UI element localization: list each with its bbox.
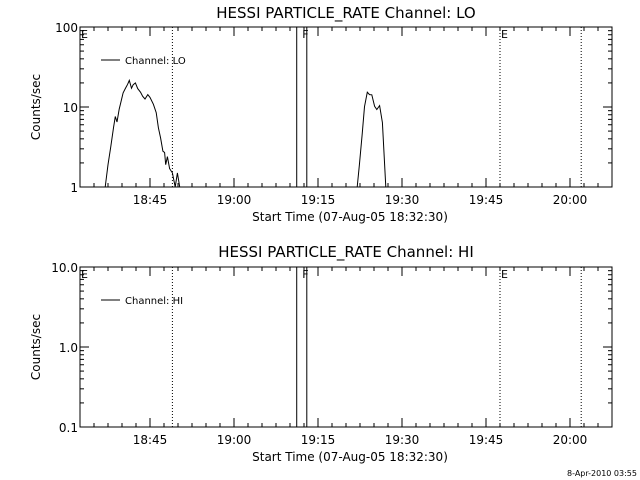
x-tick-label: 19:30 <box>385 433 420 447</box>
y-tick-label: 0.1 <box>59 421 78 435</box>
series-line <box>356 91 387 188</box>
y-tick-label: 10.0 <box>51 261 78 275</box>
x-tick-label: 19:45 <box>469 433 504 447</box>
y-tick-label: 1.0 <box>59 341 78 355</box>
hi-channel-panel: HESSI PARTICLE_RATE Channel: HI 0.1 1.0 10.… <box>29 243 613 464</box>
x-tick-label: 18:45 <box>133 193 168 207</box>
flag-label: F <box>302 28 308 41</box>
chart-title: HESSI PARTICLE_RATE Channel: LO <box>216 4 475 23</box>
flag-label: E <box>501 28 508 41</box>
x-tick-label: 18:45 <box>133 433 168 447</box>
y-axis-label: Counts/sec <box>29 314 43 380</box>
y-tick-label: 10 <box>63 101 78 115</box>
x-axis-label: Start Time (07-Aug-05 18:32:30) <box>252 210 448 224</box>
flag-label: E <box>81 268 88 281</box>
x-tick-label: 19:45 <box>469 193 504 207</box>
x-tick-label: 20:00 <box>553 193 588 207</box>
flag-label: F <box>302 268 308 281</box>
x-axis-label: Start Time (07-Aug-05 18:32:30) <box>252 450 448 464</box>
lo-channel-panel: HESSI PARTICLE_RATE Channel: LO 1 10 100 18:… <box>29 4 613 224</box>
x-tick-label: 19:00 <box>217 433 252 447</box>
plot-frame <box>79 266 613 428</box>
x-tick-label: 19:15 <box>301 193 336 207</box>
flag-label: E <box>501 268 508 281</box>
legend-entry: Channel: LO <box>125 56 186 67</box>
y-tick-label: 100 <box>55 21 78 35</box>
x-tick-label: 20:00 <box>553 433 588 447</box>
series-line <box>104 78 182 188</box>
x-tick-label: 19:30 <box>385 193 420 207</box>
flag-label: E <box>81 28 88 41</box>
y-tick-label: 1 <box>70 181 78 195</box>
plot-frame <box>79 26 613 188</box>
legend-entry: Channel: HI <box>125 296 183 307</box>
y-axis-label: Counts/sec <box>29 74 43 140</box>
footer-timestamp: 8-Apr-2010 03:55 <box>567 469 637 478</box>
chart-title: HESSI PARTICLE_RATE Channel: HI <box>218 243 474 262</box>
x-tick-label: 19:00 <box>217 193 252 207</box>
x-tick-label: 19:15 <box>301 433 336 447</box>
